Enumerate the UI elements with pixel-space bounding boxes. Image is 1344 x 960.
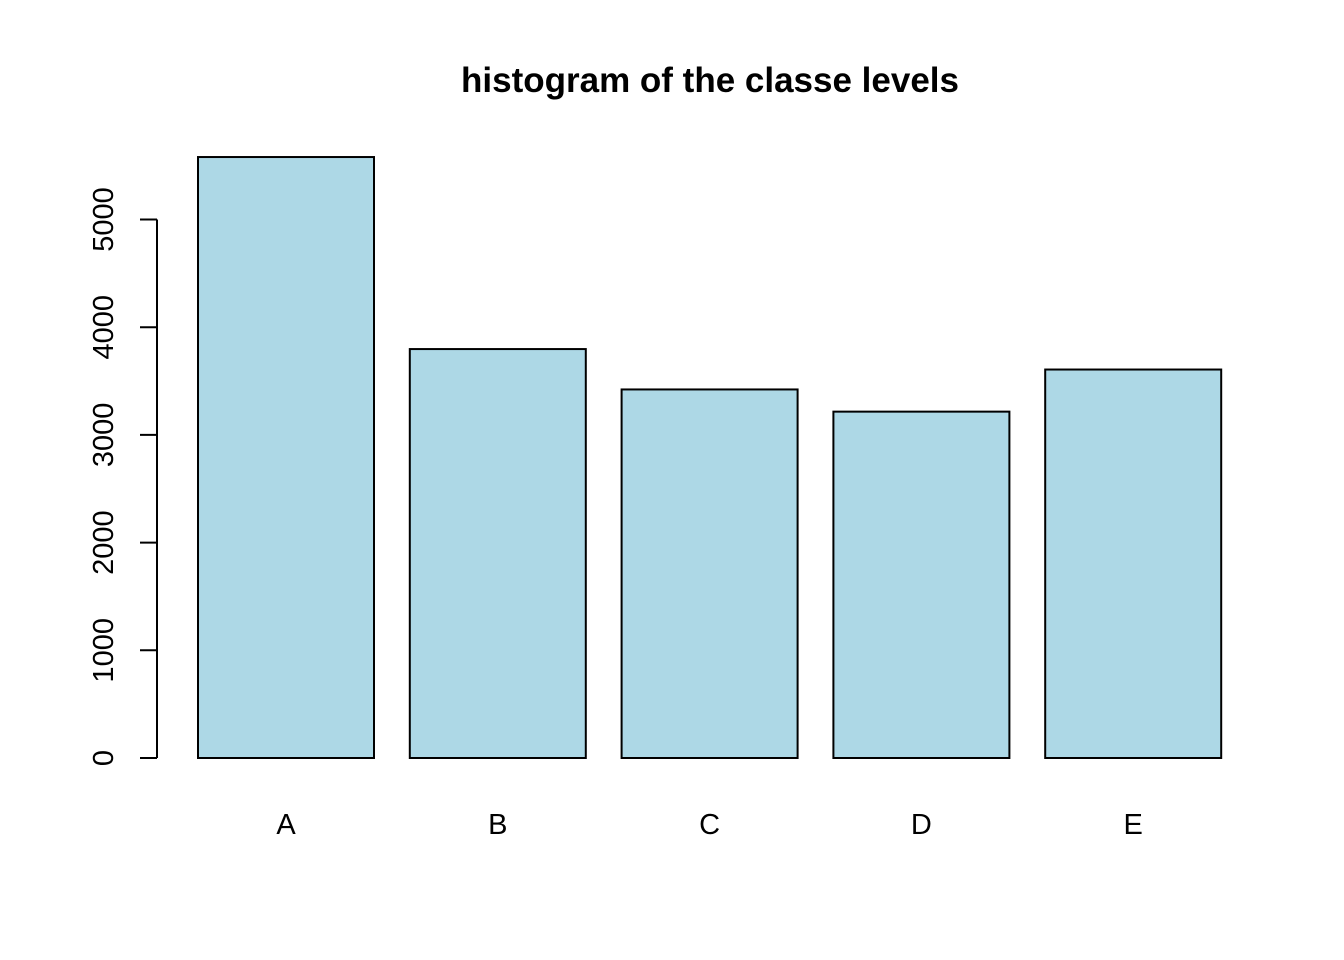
y-tick-label: 1000	[88, 618, 120, 683]
y-axis: 0 1000 2000 3000 4000 5000	[88, 187, 158, 766]
x-tick-label: C	[699, 809, 720, 841]
x-tick-label: A	[276, 809, 296, 841]
bar-D	[832, 410, 1011, 759]
bar-C	[620, 388, 799, 759]
x-tick-label: D	[911, 809, 932, 841]
x-tick-label: E	[1124, 809, 1143, 841]
bars-group	[197, 156, 1223, 759]
y-tick-label: 5000	[88, 187, 120, 252]
y-tick-label: 0	[88, 750, 120, 766]
bar-E	[1044, 368, 1223, 759]
bar-A	[197, 156, 375, 759]
y-tick-label: 3000	[88, 403, 120, 468]
x-tick-label: B	[488, 809, 507, 841]
bar-B	[408, 348, 587, 759]
chart-title: histogram of the classe levels	[461, 61, 959, 100]
y-tick-label: 4000	[88, 295, 120, 360]
x-axis-labels: A B C D E	[276, 809, 1143, 841]
y-tick-label: 2000	[88, 510, 120, 575]
